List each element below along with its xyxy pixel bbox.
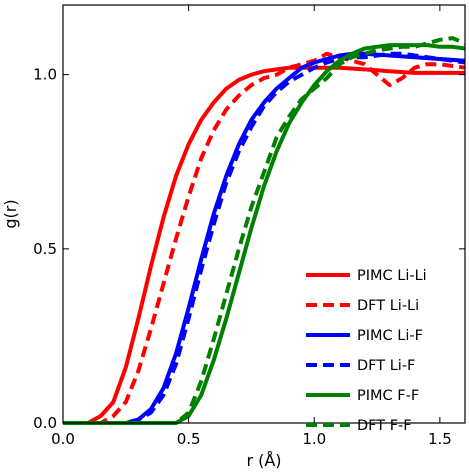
y-tick-label: 0.5: [33, 240, 57, 258]
legend-label-1: DFT Li-Li: [357, 298, 419, 314]
series-line-2: [63, 51, 466, 425]
y-axis-label: g(r): [1, 199, 20, 228]
legend-label-3: DFT Li-F: [357, 358, 415, 374]
x-tick-label: 0.0: [51, 430, 75, 448]
x-tick-label: 1.0: [302, 430, 326, 448]
y-tick-label: 1.0: [33, 66, 57, 84]
plot-frame: [62, 4, 466, 424]
series-layer: [63, 36, 466, 425]
legend-label-2: PIMC Li-F: [357, 328, 423, 344]
legend: PIMC Li-Li DFT Li-Li PIMC Li-F DFT Li-F PIMC…: [306, 268, 427, 434]
series-line-4: [63, 43, 466, 425]
legend-label-5: DFT F-F: [357, 418, 412, 434]
legend-label-4: PIMC F-F: [357, 388, 419, 404]
x-axis-label: r (Å): [246, 451, 281, 470]
legend-label-0: PIMC Li-Li: [357, 268, 427, 284]
x-tick-label: 0.5: [177, 430, 201, 448]
series-line-5: [63, 36, 466, 425]
tick-layer: 0.0 0.5 1.0 1.5 0.0 0.5 1.0: [33, 5, 465, 448]
series-line-1: [63, 51, 466, 425]
y-tick-label: 0.0: [33, 414, 57, 432]
series-line-0: [63, 65, 465, 425]
x-tick-label: 1.5: [428, 430, 452, 448]
